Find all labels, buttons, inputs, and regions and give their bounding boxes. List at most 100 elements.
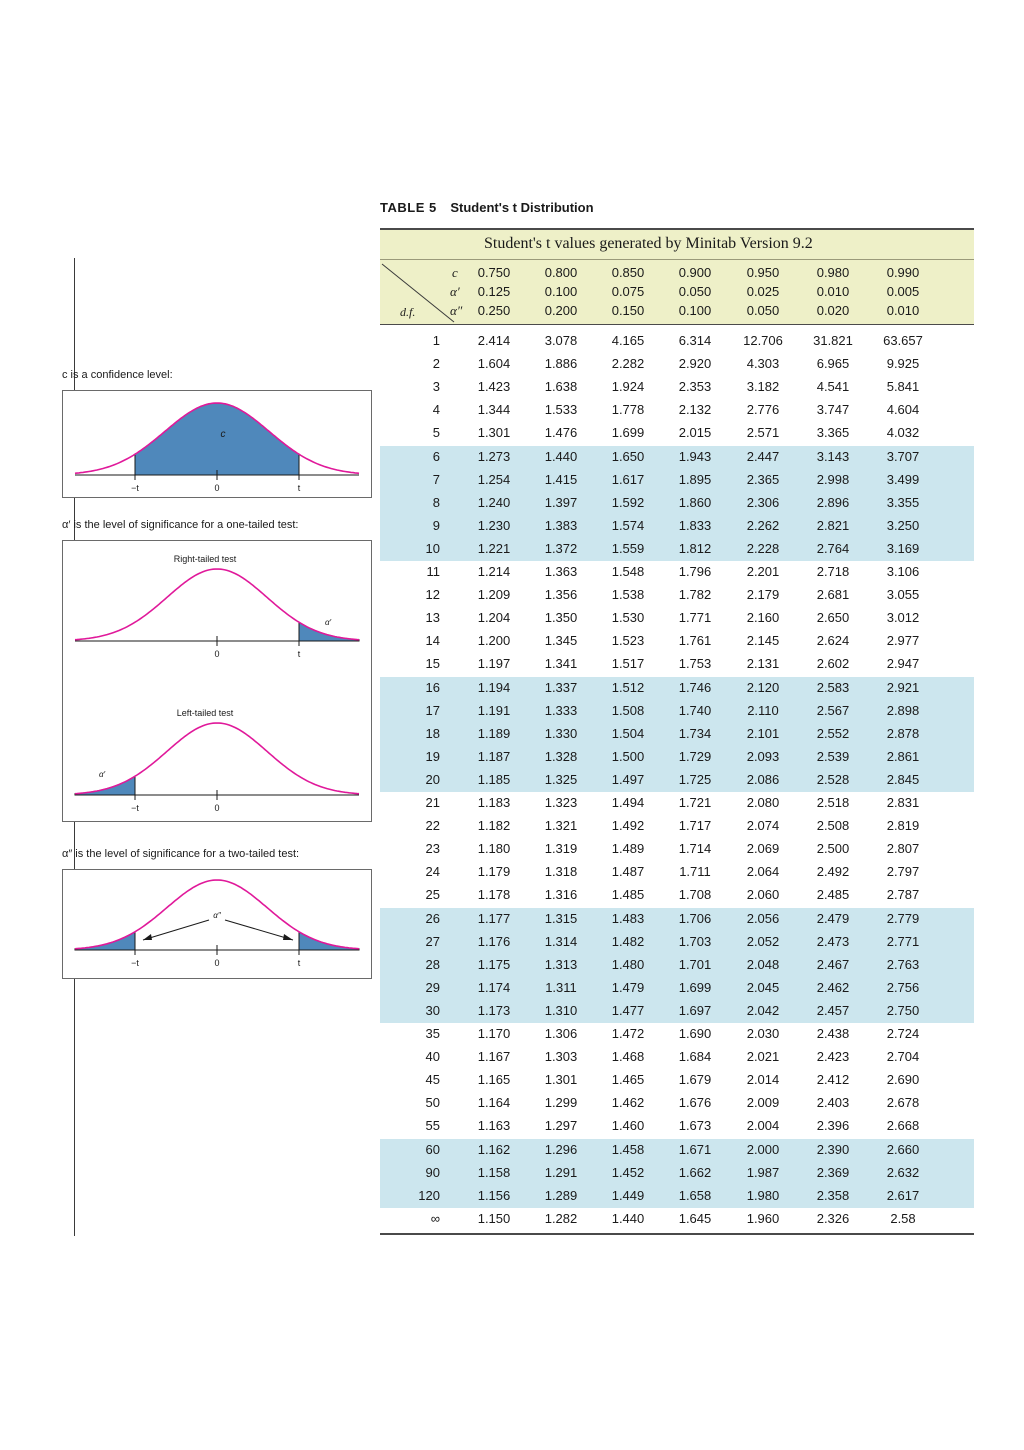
df-value: 22: [425, 818, 440, 834]
table-row: 30 1.173 1.310 1.477 1.697 2.042 2.457 2.750: [380, 999, 974, 1023]
df-value: 23: [425, 841, 440, 857]
table-cell: 1.297: [544, 1118, 578, 1134]
table-cell: 2.617: [886, 1187, 920, 1203]
right-alpha-symbol: α′: [325, 618, 332, 627]
table-cell: 2.552: [816, 725, 850, 741]
one-tailed-caption: α′ is the level of significance for a on…: [62, 519, 299, 531]
table-row: 1 2.414 3.078 4.165 6.314 12.706 31.821 63.657: [380, 330, 974, 353]
table-row: 18 1.189 1.330 1.504 1.734 2.101 2.552 2.878: [380, 722, 974, 746]
table-cell: 1.494: [611, 795, 645, 810]
table-cell: 2.069: [746, 841, 780, 857]
table-row: 60 1.162 1.296 1.458 1.671 2.000 2.390 2.660: [380, 1138, 974, 1162]
table-cell: 2.056: [746, 910, 780, 926]
df-value: 13: [425, 610, 440, 626]
table-cell: 2.131: [746, 656, 780, 672]
table-cell: 1.458: [611, 1141, 645, 1157]
table-cell: 1.517: [611, 656, 645, 672]
arrow-left: [142, 919, 210, 941]
table-cell: 1.746: [678, 679, 712, 695]
table-cell: 1.313: [544, 956, 578, 972]
table-cell: 1.477: [611, 1002, 645, 1018]
table-cell: 1.476: [544, 425, 578, 441]
table-cell: 1.987: [746, 1164, 780, 1180]
table-cell: 2.756: [886, 979, 920, 995]
df-value: 10: [425, 540, 440, 556]
table-cell: 1.301: [544, 1072, 578, 1088]
table-cell: 1.344: [477, 402, 511, 418]
table-cell: 3.012: [886, 610, 920, 626]
table-cell: 2.660: [886, 1141, 920, 1157]
table-cell: 12.706: [743, 333, 783, 348]
table-row: 2 1.604 1.886 2.282 2.920 4.303 6.965 9.925: [380, 353, 974, 376]
table-cell: 1.162: [477, 1141, 511, 1157]
df-value: 9: [432, 517, 440, 533]
table-cell: 1.306: [544, 1026, 578, 1041]
table-cell: 2.423: [816, 1049, 850, 1065]
table-cell: 1.708: [678, 887, 712, 903]
table-cell: 1.697: [678, 1002, 712, 1018]
table-cell: 1.175: [477, 956, 511, 972]
df-label: d.f.: [400, 305, 416, 319]
table-cell: 1.480: [611, 956, 645, 972]
table-cell: 1.183: [477, 795, 511, 810]
df-value: 7: [432, 471, 440, 487]
table-cell: 1.164: [477, 1095, 511, 1111]
table-cell: 2.064: [746, 864, 780, 880]
table-cell: 1.559: [611, 540, 645, 556]
table-cell: 1.363: [544, 564, 578, 579]
table-cell: 3.365: [816, 425, 850, 441]
table-row: 23 1.180 1.319 1.489 1.714 2.069 2.500 2.807: [380, 838, 974, 861]
table-cell: 2.632: [886, 1164, 920, 1180]
table-cell: 1.530: [611, 610, 645, 626]
table-cell: 1.699: [611, 425, 645, 441]
table-cell: 1.671: [678, 1141, 712, 1157]
table-cell: 1.185: [477, 771, 511, 787]
table-cell: 2.365: [746, 471, 780, 487]
table-cell: 2.262: [746, 517, 780, 533]
table-cell: 1.538: [611, 587, 645, 603]
table-cell: 1.194: [477, 679, 511, 695]
table-cell: 1.415: [544, 471, 578, 487]
table-row: 4 1.344 1.533 1.778 2.132 2.776 3.747 4.604: [380, 399, 974, 422]
table-cell: 1.548: [611, 564, 645, 579]
table-cell: 2.58: [890, 1210, 916, 1226]
table-cell: 1.658: [678, 1187, 712, 1203]
table-cell: 2.819: [886, 818, 920, 834]
header-value: 0.050: [678, 284, 712, 299]
table-cell: 2.479: [816, 910, 850, 926]
table-cell: 2.492: [816, 864, 850, 880]
table-cell: 2.414: [477, 333, 511, 348]
df-value: 18: [425, 725, 440, 741]
table-cell: 1.167: [477, 1049, 511, 1065]
table-cell: 1.209: [477, 587, 511, 603]
table-cell: 1.333: [544, 702, 578, 718]
df-value: ∞: [430, 1210, 440, 1226]
table-cell: 1.500: [611, 748, 645, 764]
table-cell: 3.707: [886, 448, 920, 464]
one-tailed-figure: Right-tailed test 0 t α′ Left-tailed test −t 0…: [62, 540, 372, 822]
table-row: 6 1.273 1.440 1.650 1.943 2.447 3.143 3.707: [380, 445, 974, 469]
table-cell: 1.483: [611, 910, 645, 926]
table-cell: 3.499: [886, 471, 920, 487]
df-value: 16: [425, 679, 440, 695]
df-value: 30: [425, 1002, 440, 1018]
table-cell: 1.158: [477, 1164, 511, 1180]
table-cell: 1.679: [678, 1072, 712, 1088]
table-cell: 1.465: [611, 1072, 645, 1088]
table-cell: 2.718: [816, 564, 850, 579]
symbol-alpha-one: α′: [450, 284, 460, 299]
table-cell: 1.323: [544, 795, 578, 810]
right-tailed-label: Right-tailed test: [174, 554, 237, 564]
table-cell: 1.725: [678, 771, 712, 787]
confidence-figure: −t 0 t c: [62, 390, 372, 498]
table-row: 29 1.174 1.311 1.479 1.699 2.045 2.462 2.756: [380, 976, 974, 1000]
table-cell: 1.440: [611, 1210, 645, 1226]
table-row: 26 1.177 1.315 1.483 1.706 2.056 2.479 2.779: [380, 907, 974, 931]
table-cell: 2.000: [746, 1141, 780, 1157]
table-cell: 2.438: [816, 1026, 850, 1041]
arrow-right: [224, 919, 294, 941]
table-row: 45 1.165 1.301 1.465 1.679 2.014 2.412 2.690: [380, 1069, 974, 1092]
tick-label: 0: [214, 803, 219, 813]
table-cell: 1.701: [678, 956, 712, 972]
table-cell: 1.350: [544, 610, 578, 626]
